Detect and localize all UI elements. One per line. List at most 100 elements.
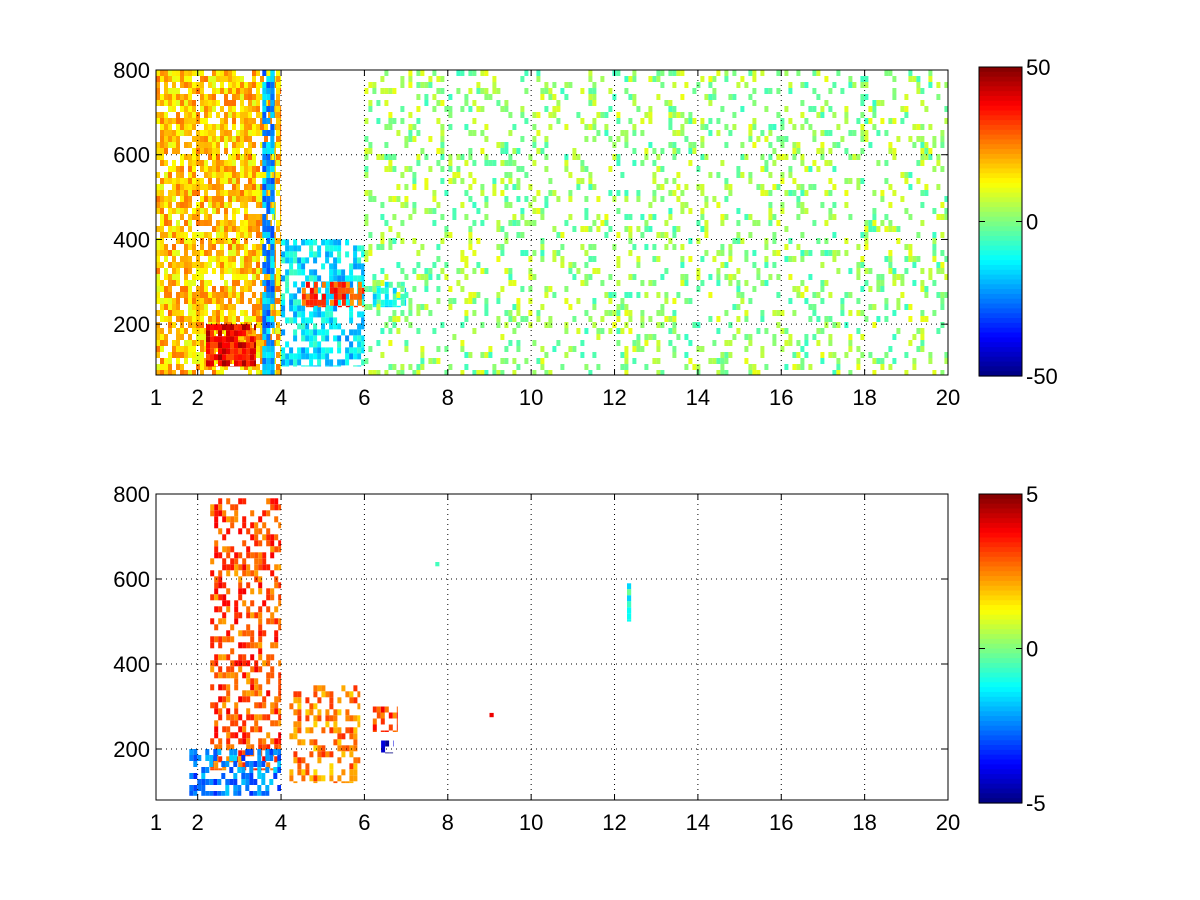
heatmap-cell	[270, 298, 275, 304]
heatmap-cell	[212, 208, 216, 214]
heatmap-cell	[396, 730, 398, 732]
heatmap-cell	[424, 304, 429, 310]
heatmap-cell	[376, 154, 381, 160]
heatmap-cell	[188, 166, 192, 172]
heatmap-cell	[540, 88, 545, 94]
heatmap-cell	[220, 256, 224, 262]
heatmap-cell	[246, 612, 251, 619]
heatmap-cell	[226, 552, 231, 559]
heatmap-cell	[361, 275, 365, 282]
heatmap-cell	[516, 304, 521, 310]
heatmap-cell	[816, 328, 821, 334]
heatmap-cell	[241, 755, 246, 761]
heatmap-cell	[844, 202, 849, 208]
heatmap-cell	[262, 244, 267, 250]
heatmap-cell	[274, 696, 279, 703]
heatmap-cell	[416, 310, 421, 316]
heatmap-cell	[684, 184, 689, 190]
heatmap-cell	[210, 684, 215, 691]
heatmap-cell	[184, 298, 188, 304]
heatmap-cell	[184, 346, 188, 352]
heatmap-cell	[860, 76, 865, 82]
heatmap-cell	[680, 256, 685, 262]
heatmap-cell	[156, 118, 160, 124]
heatmap-cell	[736, 292, 741, 298]
heatmap-cell	[364, 172, 369, 178]
heatmap-cell	[168, 274, 172, 280]
heatmap-cell	[262, 178, 267, 184]
heatmap-cell	[408, 298, 413, 304]
heatmap-cell	[260, 130, 264, 136]
heatmap-cell	[424, 184, 429, 190]
heatmap-cell	[184, 268, 188, 274]
heatmap-cell	[317, 311, 322, 318]
heatmap-cell	[218, 576, 223, 583]
heatmap-cell	[234, 720, 239, 727]
heatmap-cell	[204, 184, 208, 190]
heatmap-cell	[872, 100, 877, 106]
heatmap-cell	[301, 775, 306, 782]
heatmap-cell	[532, 274, 537, 280]
heatmap-cell	[256, 112, 260, 118]
heatmap-cell	[353, 305, 358, 308]
heatmap-cell	[301, 323, 306, 330]
heatmap-cell	[189, 785, 194, 791]
heatmap-cell	[564, 328, 569, 334]
heatmap-cell	[656, 232, 661, 238]
heatmap-cell	[696, 364, 701, 370]
heatmap-cell	[218, 510, 223, 517]
heatmap-cell	[385, 752, 390, 754]
heatmap-cell	[297, 245, 302, 252]
heatmap-cell	[624, 304, 629, 310]
heatmap-cell	[780, 178, 785, 184]
heatmap-cell	[704, 94, 709, 100]
heatmap-cell	[160, 124, 164, 130]
heatmap-cell	[210, 336, 214, 343]
heatmap-cell	[760, 130, 765, 136]
heatmap-cell	[353, 347, 358, 354]
heatmap-cell	[317, 715, 322, 722]
heatmap-cell	[168, 76, 172, 82]
heatmap-cell	[736, 220, 741, 226]
heatmap-cell	[384, 287, 389, 294]
heatmap-cell	[836, 142, 841, 148]
heatmap-cell	[944, 82, 948, 88]
heatmap-cell	[256, 370, 260, 375]
heatmap-cell	[276, 130, 280, 136]
heatmap-cell	[772, 214, 777, 220]
heatmap-cell	[280, 268, 282, 274]
heatmap-cell	[584, 136, 589, 142]
heatmap-cell	[204, 232, 208, 238]
heatmap-cell	[172, 94, 176, 100]
heatmap-cell	[252, 160, 256, 166]
heatmap-cell	[301, 281, 306, 288]
heatmap-cell	[192, 184, 196, 190]
heatmap-cell	[226, 738, 231, 745]
heatmap-cell	[262, 196, 267, 202]
heatmap-cell	[752, 70, 757, 76]
heatmap-cell	[820, 352, 825, 358]
heatmap-cell	[246, 660, 251, 667]
heatmap-cell	[261, 791, 266, 796]
heatmap-cell	[760, 166, 765, 172]
heatmap-cell	[492, 364, 497, 370]
heatmap-cell	[764, 88, 769, 94]
heatmap-cell	[168, 304, 172, 310]
heatmap-cell	[280, 304, 282, 310]
heatmap-cell	[696, 166, 701, 172]
heatmap-cell	[200, 250, 204, 256]
heatmap-cell	[349, 293, 354, 300]
heatmap-cell	[748, 364, 753, 370]
heatmap-cell	[240, 292, 244, 298]
heatmap-cell	[242, 660, 247, 667]
heatmap-cell	[246, 696, 251, 703]
heatmap-cell	[305, 275, 310, 282]
heatmap-cell	[440, 76, 445, 82]
heatmap-cell	[208, 292, 212, 298]
heatmap-cell	[214, 588, 219, 595]
heatmap-cell	[576, 298, 581, 304]
heatmap-cell	[824, 160, 829, 166]
heatmap-cell	[341, 745, 346, 752]
heatmap-cell	[250, 348, 254, 355]
heatmap-cell	[262, 660, 267, 667]
